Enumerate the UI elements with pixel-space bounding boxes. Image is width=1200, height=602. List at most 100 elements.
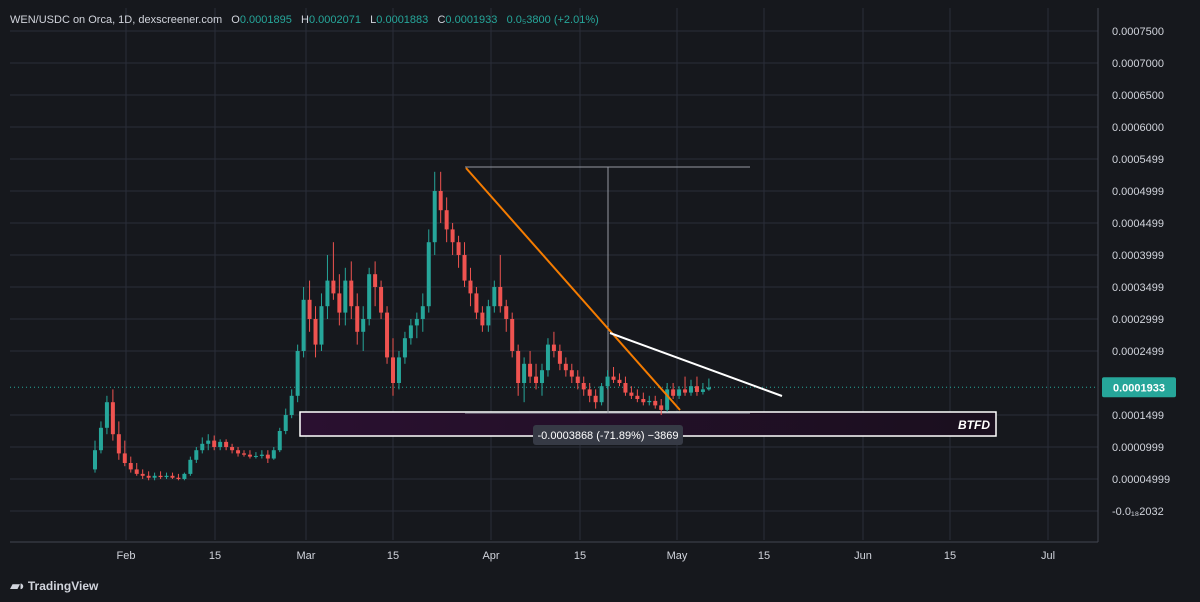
candle[interactable] (200, 437, 205, 454)
candle[interactable] (551, 331, 556, 358)
candle[interactable] (587, 383, 592, 403)
candle[interactable] (516, 344, 521, 396)
candle[interactable] (569, 363, 574, 383)
candle[interactable] (534, 363, 539, 390)
candle[interactable] (259, 450, 264, 459)
candle[interactable] (444, 197, 449, 243)
candle[interactable] (563, 357, 568, 377)
candle[interactable] (253, 452, 258, 459)
candle[interactable] (545, 338, 550, 377)
candle[interactable] (140, 469, 145, 479)
candle[interactable] (325, 255, 330, 319)
candle[interactable] (93, 440, 97, 473)
candle[interactable] (629, 386, 634, 399)
candle[interactable] (581, 376, 586, 396)
candle[interactable] (402, 331, 407, 364)
candle[interactable] (694, 376, 699, 396)
candle[interactable] (540, 363, 544, 396)
candle[interactable] (301, 287, 306, 358)
candle[interactable] (396, 351, 401, 390)
candle[interactable] (194, 447, 199, 463)
candle[interactable] (498, 255, 503, 313)
candle[interactable] (492, 280, 497, 313)
candle[interactable] (677, 386, 682, 399)
candle[interactable] (689, 379, 693, 396)
candle[interactable] (319, 293, 324, 351)
candle[interactable] (158, 471, 163, 479)
candle[interactable] (504, 299, 509, 332)
candle[interactable] (236, 447, 241, 457)
candle[interactable] (641, 392, 646, 406)
price-axis[interactable]: 0.0007500 0.0007000 0.0006500 0.0006000 0.00… (1097, 8, 1176, 542)
time-axis[interactable]: Feb 15 Mar 15 Apr 15 May 15 Jun 15 Jul (10, 541, 1098, 562)
candle[interactable] (659, 399, 664, 415)
candle[interactable] (635, 389, 640, 403)
candle[interactable] (456, 235, 461, 268)
candle[interactable] (265, 450, 270, 463)
candle[interactable] (242, 450, 246, 457)
downtrend-line-orange[interactable] (465, 167, 681, 411)
candle[interactable] (450, 223, 455, 255)
candle[interactable] (474, 287, 479, 319)
candle[interactable] (391, 338, 395, 396)
downtrend-line-white[interactable] (609, 332, 783, 397)
candle[interactable] (116, 421, 121, 460)
candle[interactable] (128, 456, 133, 473)
candle[interactable] (164, 472, 169, 479)
candle[interactable] (277, 427, 282, 453)
candle[interactable] (557, 344, 562, 371)
candle[interactable] (528, 351, 533, 383)
candle[interactable] (289, 389, 294, 419)
candle[interactable] (605, 370, 610, 390)
candle[interactable] (414, 312, 419, 339)
candle[interactable] (683, 376, 688, 396)
candle[interactable] (176, 473, 181, 481)
candle[interactable] (98, 421, 103, 454)
candle[interactable] (486, 299, 491, 332)
candle[interactable] (230, 443, 235, 454)
candle[interactable] (653, 395, 658, 409)
candle[interactable] (700, 383, 705, 395)
candle[interactable] (617, 373, 622, 387)
candle[interactable] (623, 376, 628, 396)
candle[interactable] (188, 456, 193, 476)
candle[interactable] (134, 463, 139, 476)
candle[interactable] (146, 471, 151, 481)
candle[interactable] (104, 395, 109, 435)
candle[interactable] (480, 306, 485, 332)
candle[interactable] (468, 267, 473, 307)
candle[interactable] (373, 261, 378, 307)
candle[interactable] (420, 293, 425, 332)
candle[interactable] (355, 293, 360, 345)
candle[interactable] (307, 280, 312, 332)
candle[interactable] (206, 434, 211, 451)
candle[interactable] (426, 229, 431, 313)
candle[interactable] (510, 312, 515, 358)
candle[interactable] (295, 344, 300, 403)
candle[interactable] (122, 440, 127, 467)
candle[interactable] (379, 280, 384, 319)
candle[interactable] (313, 306, 318, 358)
candle[interactable] (152, 472, 157, 481)
candle[interactable] (671, 383, 676, 399)
candle[interactable] (438, 171, 443, 223)
candle[interactable] (432, 171, 437, 255)
candle[interactable] (593, 389, 598, 409)
candle[interactable] (385, 306, 390, 364)
candle[interactable] (331, 242, 336, 300)
candle[interactable] (247, 450, 252, 459)
candle[interactable] (408, 319, 413, 345)
candle[interactable] (212, 435, 217, 451)
candle[interactable] (611, 367, 616, 383)
tradingview-watermark[interactable]: ▰◗ TradingView (10, 578, 98, 594)
candle[interactable] (349, 261, 354, 319)
candle[interactable] (337, 274, 342, 326)
candle[interactable] (665, 383, 670, 412)
candle[interactable] (575, 370, 580, 390)
candle[interactable] (599, 383, 604, 406)
candle[interactable] (224, 439, 229, 451)
candle[interactable] (182, 472, 187, 481)
candle[interactable] (706, 378, 711, 391)
candle[interactable] (343, 267, 348, 326)
